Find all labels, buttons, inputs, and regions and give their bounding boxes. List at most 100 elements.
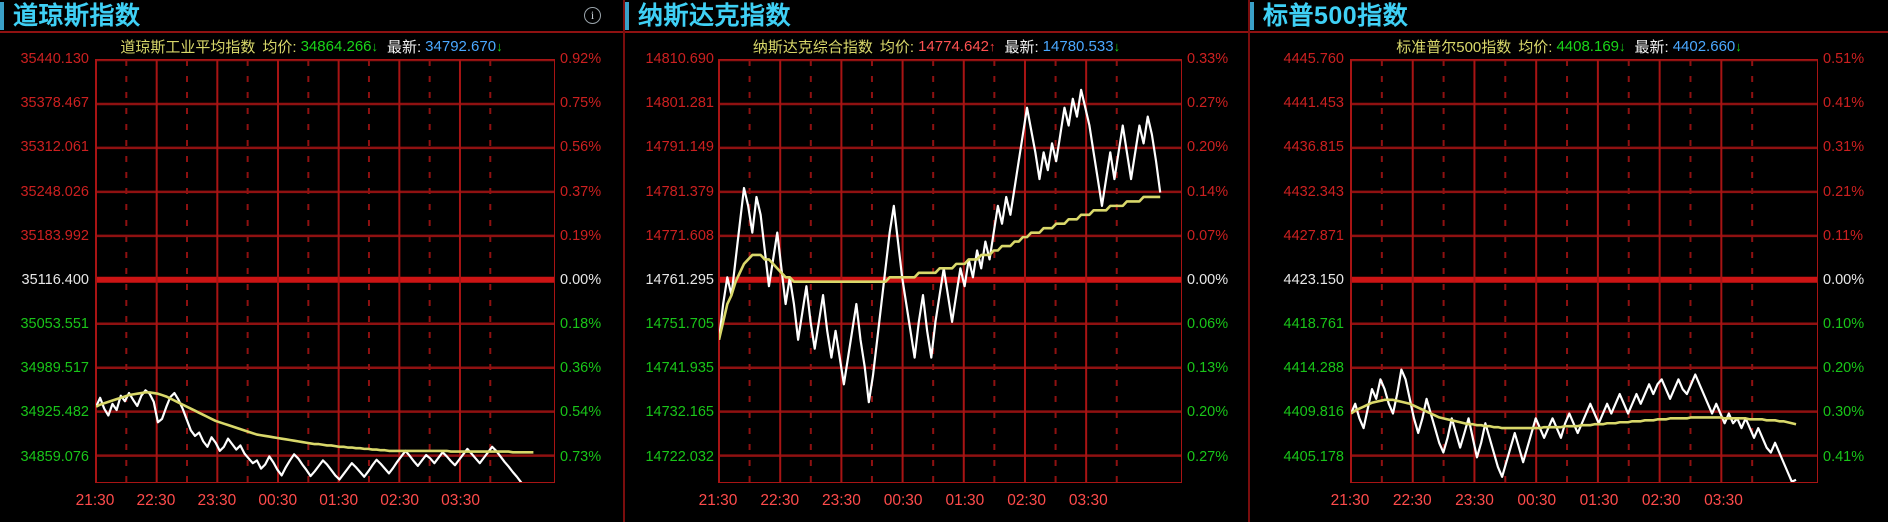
price-tick: 14751.705 [645, 315, 714, 332]
avg-label: 均价: [1518, 38, 1553, 56]
time-axis: 21:30 22:30 23:30 00:30 01:30 02:30 03:30 [0, 483, 623, 522]
time-tick: 03:30 [441, 492, 480, 509]
time-tick: 02:30 [1641, 492, 1681, 509]
price-tick: 35183.992 [20, 227, 89, 244]
percent-tick: 0.51% [1823, 50, 1865, 67]
header-divider [0, 31, 623, 33]
percent-tick: 0.06% [1187, 315, 1229, 332]
percent-tick: 0.30% [1823, 404, 1865, 421]
avg-label: 均价: [262, 38, 297, 56]
last-value: 34792.670 [425, 37, 497, 55]
percent-tick: 0.41% [1823, 94, 1865, 111]
price-tick: 14810.690 [645, 50, 714, 67]
time-tick: 01:30 [319, 492, 359, 509]
last-label: 最新: [387, 38, 422, 56]
header-divider [1250, 31, 1888, 33]
price-tick: 4441.453 [1283, 94, 1344, 111]
percent-tick: 0.07% [1187, 227, 1229, 244]
time-tick: 23:30 [197, 492, 237, 509]
price-tick: 4414.288 [1283, 359, 1344, 376]
time-tick: 01:30 [1579, 492, 1619, 509]
price-tick: 14801.281 [645, 94, 714, 111]
price-tick: 14771.608 [645, 227, 714, 244]
index-name: 道琼斯工业平均指数 [120, 38, 256, 56]
price-tick: 4418.761 [1283, 315, 1344, 332]
avg-direction-arrow: ↑ [989, 38, 996, 54]
time-tick: 02:30 [380, 492, 420, 509]
price-tick: 34989.517 [20, 359, 89, 376]
price-tick: 35378.467 [20, 94, 89, 111]
index-name: 纳斯达克综合指数 [752, 38, 873, 56]
price-tick: 35248.026 [20, 183, 89, 200]
avg-value: 4408.169 [1556, 37, 1620, 55]
info-icon[interactable]: i [584, 7, 601, 24]
chart-zone: 4445.760 4441.453 4436.815 4432.343 4427.871… [1250, 52, 1888, 522]
panel-subtitle: 标准普尔500指数 均价: 4408.169 ↓ 最新: 4402.660 ↓ [1250, 33, 1888, 59]
page-title: 道琼斯指数 [13, 2, 141, 30]
page-title: 纳斯达克指数 [638, 2, 792, 30]
percent-tick: 0.73% [560, 448, 602, 465]
last-value: 4402.660 [1672, 37, 1736, 55]
percent-tick: 0.31% [1823, 139, 1865, 156]
percent-tick: 0.36% [560, 359, 602, 376]
percent-tick: 0.75% [560, 94, 602, 111]
chart-zone: 35440.130 35378.467 35312.061 35248.026 3518… [0, 52, 623, 522]
time-tick: 03:30 [1068, 492, 1108, 509]
time-tick: 02:30 [1007, 492, 1046, 509]
time-axis: 21:30 22:30 23:30 00:30 01:30 02:30 03:30 [1250, 483, 1888, 522]
price-tick: 14722.032 [645, 448, 714, 465]
price-tick: 14791.149 [645, 139, 714, 156]
panel-header: 道琼斯指数 i [0, 0, 623, 33]
price-tick: 4409.816 [1283, 404, 1344, 421]
price-chart[interactable] [1350, 59, 1818, 483]
time-tick: 00:30 [883, 492, 923, 509]
page-title: 标普500指数 [1263, 2, 1409, 30]
percent-tick: 0.56% [560, 139, 602, 156]
time-axis: 21:30 22:30 23:30 00:30 01:30 02:30 03:30 [625, 483, 1248, 522]
price-tick: 34859.076 [20, 448, 89, 465]
price-tick: 35440.130 [20, 50, 89, 67]
price-tick: 35312.061 [20, 139, 89, 156]
percent-tick: 0.20% [1187, 404, 1229, 421]
percent-tick: 0.37% [560, 183, 602, 200]
percent-tick: 0.92% [560, 50, 602, 67]
time-tick: 22:30 [760, 492, 800, 509]
last-direction-arrow: ↓ [1113, 38, 1121, 54]
header-divider [625, 31, 1248, 33]
price-axis: 14810.690 14801.281 14791.149 14781.379 1477… [625, 52, 720, 483]
percent-tick: 0.21% [1823, 183, 1865, 200]
percent-tick: 0.10% [1823, 315, 1865, 332]
index-panel-2: 纳斯达克指数 纳斯达克综合指数 均价: 14774.642 ↑ 最新: 14780.533 ↓… [623, 0, 1248, 522]
percent-tick: 0.20% [1187, 139, 1229, 156]
percent-tick: 0.11% [1823, 227, 1864, 244]
panel-header: 纳斯达克指数 [625, 0, 1248, 33]
index-name: 标准普尔500指数 [1396, 38, 1512, 56]
price-chart[interactable] [95, 59, 555, 483]
percent-tick: 0.00% [560, 271, 602, 288]
time-tick: 03:30 [1704, 492, 1743, 509]
avg-value: 34864.266 [300, 37, 372, 55]
last-label: 最新: [1004, 38, 1039, 56]
percent-axis: 0.33% 0.27% 0.20% 0.14% 0.07% 0.00% 0.06% 0.13%… [1182, 52, 1248, 483]
price-chart[interactable] [718, 59, 1182, 483]
last-label: 最新: [1634, 38, 1669, 56]
price-tick: 4436.815 [1283, 139, 1344, 156]
percent-tick: 0.13% [1187, 359, 1229, 376]
percent-tick: 0.14% [1187, 183, 1229, 200]
time-tick: 00:30 [258, 492, 298, 509]
time-tick: 23:30 [1455, 492, 1494, 509]
avg-direction-arrow: ↓ [1619, 38, 1626, 54]
index-panel-1: 道琼斯指数 i 道琼斯工业平均指数 均价: 34864.266 ↓ 最新: 34792.670… [0, 0, 623, 522]
price-tick: 14781.379 [645, 183, 714, 200]
panel-header: 标普500指数 [1250, 0, 1888, 33]
price-tick: 35116.400 [21, 271, 89, 288]
time-tick: 21:30 [698, 492, 738, 509]
time-tick: 21:30 [1330, 492, 1370, 509]
avg-value: 14774.642 [918, 37, 989, 55]
percent-tick: 0.19% [560, 227, 602, 244]
percent-tick: 0.54% [560, 404, 602, 421]
price-tick: 4423.150 [1283, 271, 1344, 288]
percent-tick: 0.00% [1823, 271, 1865, 288]
percent-tick: 0.33% [1187, 50, 1229, 67]
